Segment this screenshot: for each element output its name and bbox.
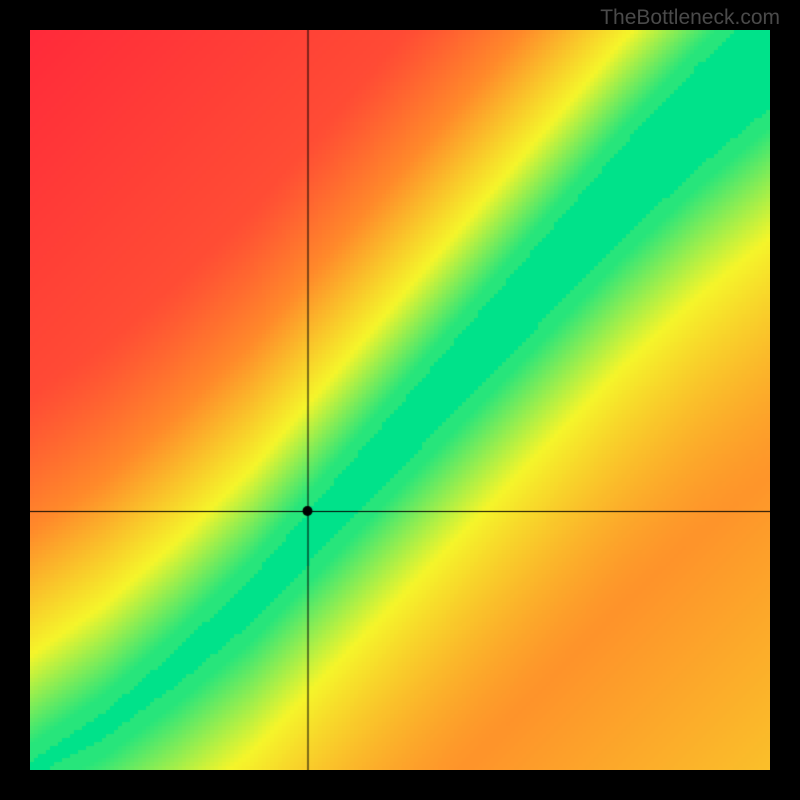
heatmap-canvas <box>30 30 770 770</box>
watermark-text: TheBottleneck.com <box>600 6 780 30</box>
heatmap-plot <box>30 30 770 770</box>
